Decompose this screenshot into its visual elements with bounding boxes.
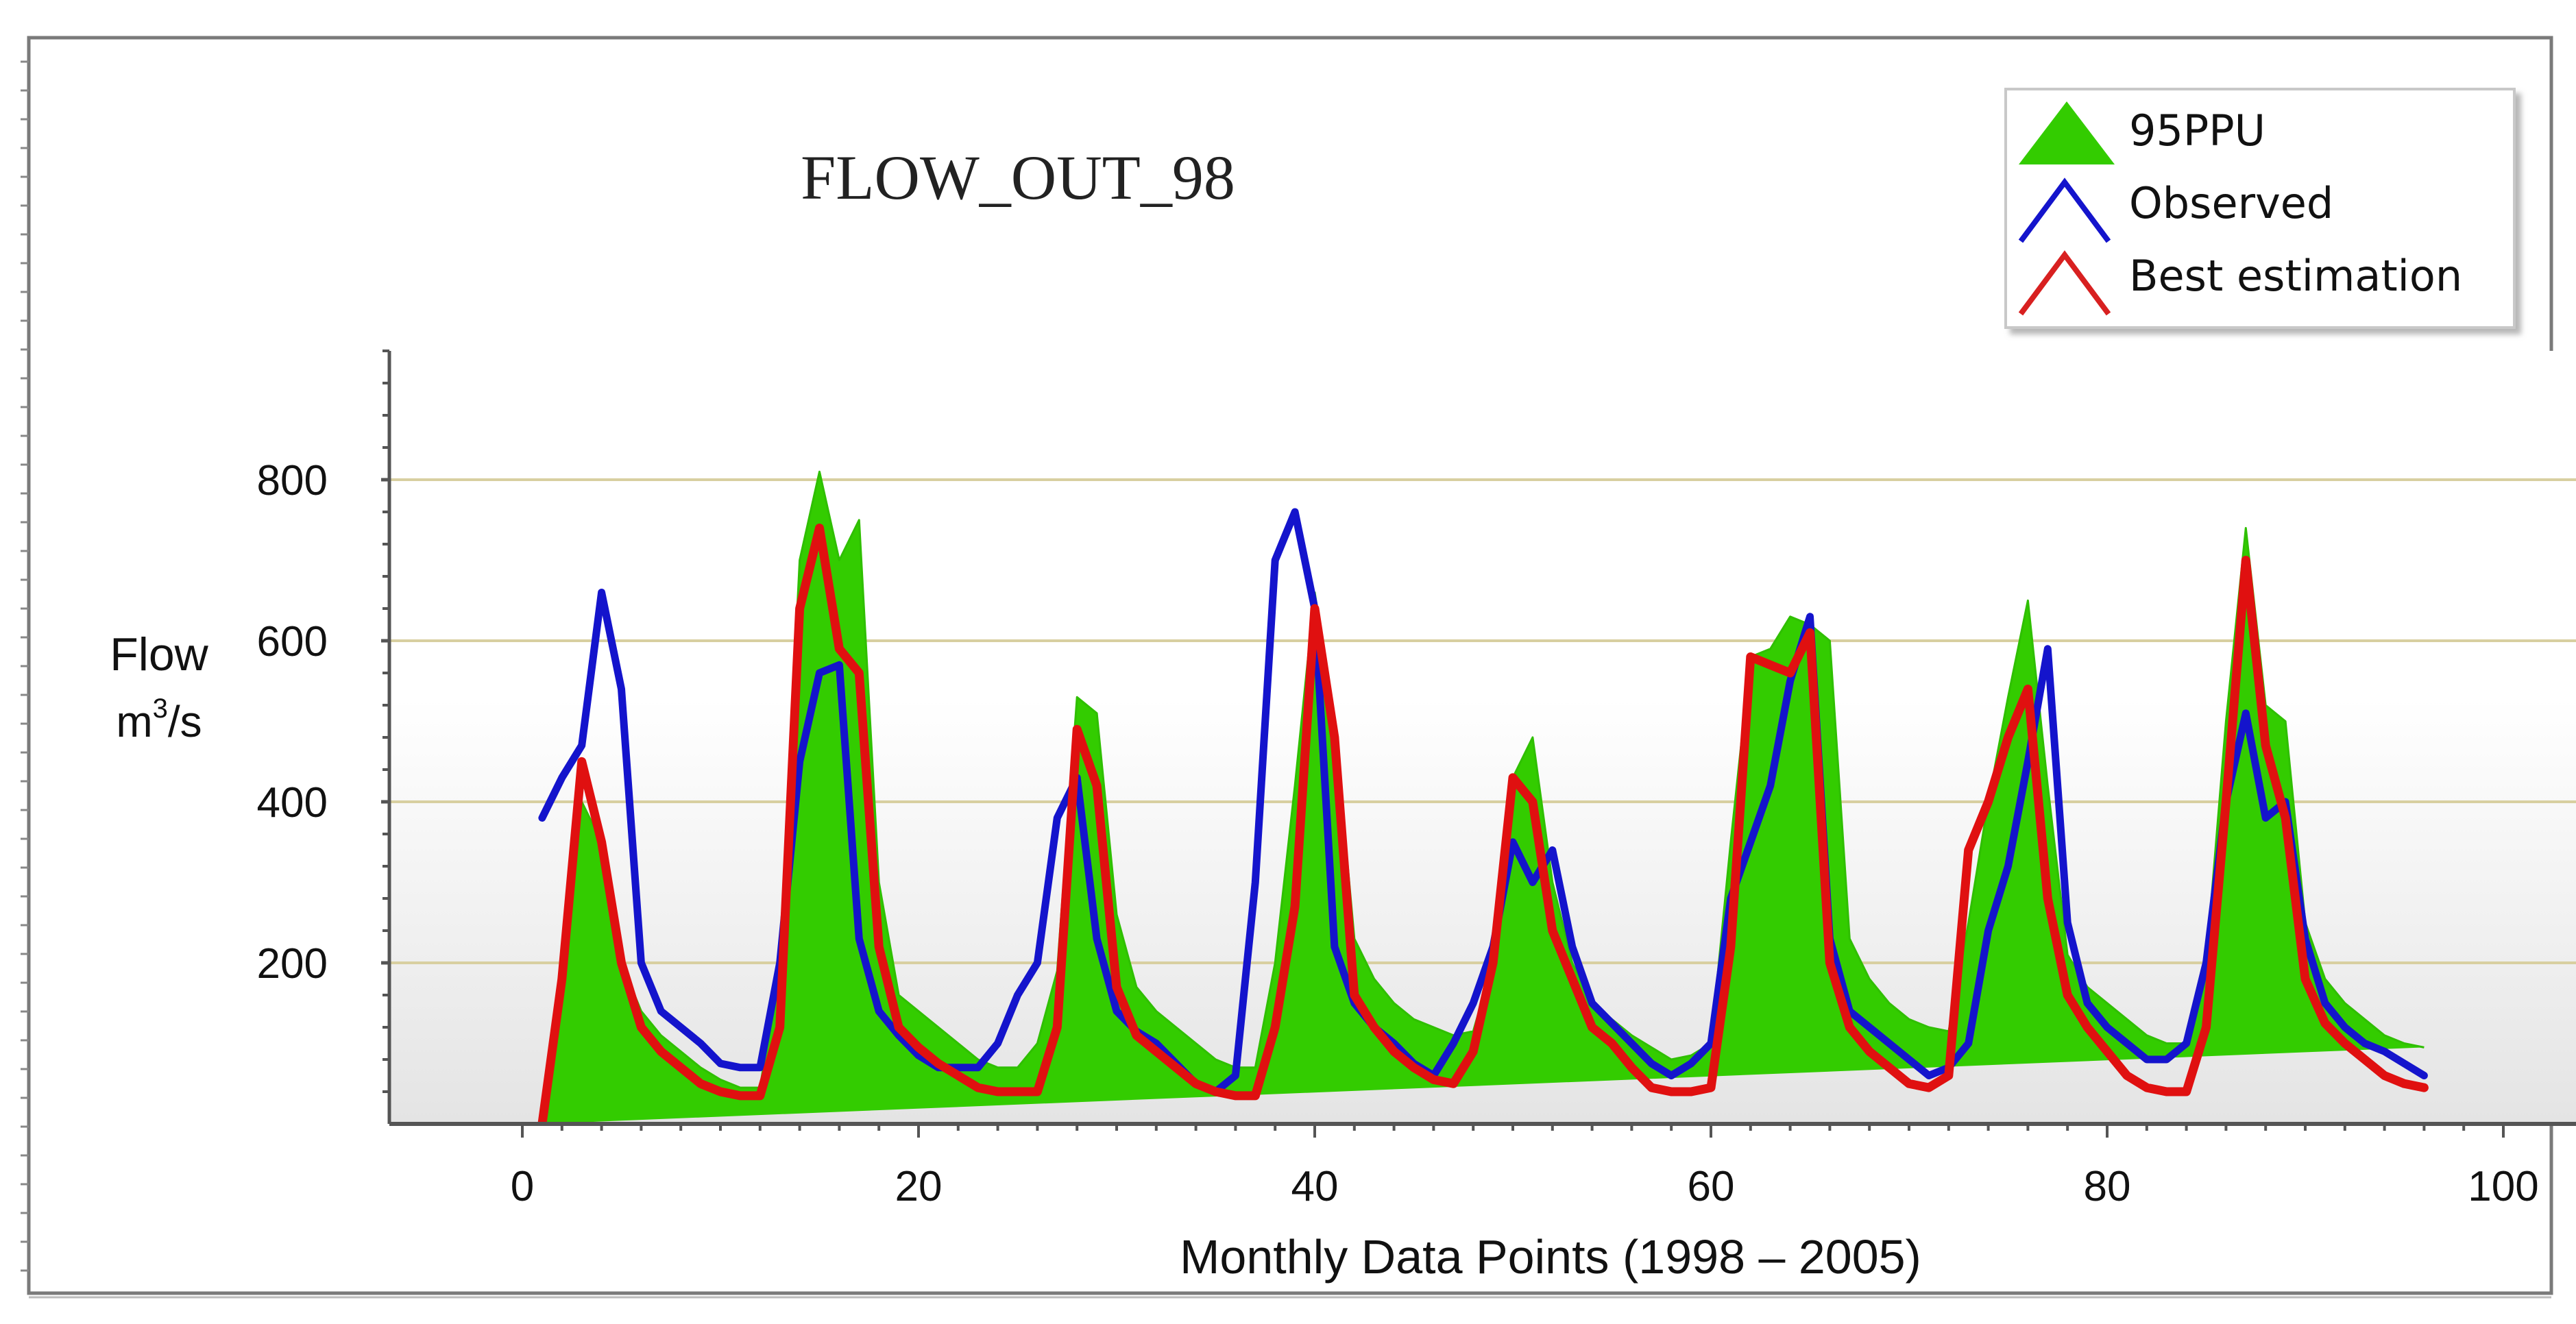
y-tick-label: 800	[257, 457, 328, 504]
triangle-icon	[2019, 101, 2115, 164]
x-tick-label: 60	[1688, 1163, 1735, 1210]
legend-label: Observed	[2129, 178, 2333, 228]
legend-item-observed: Observed	[2018, 177, 2333, 243]
left-ruler-marks	[21, 60, 29, 1272]
y-axis-label-line2: m3/s	[116, 694, 202, 746]
series-line-observed	[538, 508, 2428, 1096]
legend-item-95ppu: 95PPU	[2019, 101, 2265, 164]
chevron-icon	[2018, 250, 2111, 316]
legend-label: Best estimation	[2129, 251, 2462, 301]
chevron-icon	[2018, 177, 2111, 243]
legend-label: 95PPU	[2129, 106, 2265, 156]
x-tick-label: 0	[511, 1163, 534, 1210]
x-tick-label: 100	[2468, 1163, 2538, 1210]
x-tick-label: 40	[1291, 1163, 1339, 1210]
series-line-best-estimation	[537, 524, 2429, 1124]
legend: 95PPU Observed Best estimation	[2004, 88, 2516, 329]
legend-item-best-estimation: Best estimation	[2018, 250, 2462, 316]
chart-title: FLOW_OUT_98	[801, 143, 1235, 212]
y-tick-label: 200	[257, 940, 328, 988]
y-axis-label-line1: Flow	[110, 628, 208, 681]
x-tick-label: 80	[2084, 1163, 2131, 1210]
x-axis-label: Monthly Data Points (1998 – 2005)	[1180, 1230, 1921, 1284]
x-tick-label: 20	[895, 1163, 943, 1210]
y-tick-label: 600	[257, 618, 328, 665]
y-tick-label: 400	[257, 779, 328, 826]
